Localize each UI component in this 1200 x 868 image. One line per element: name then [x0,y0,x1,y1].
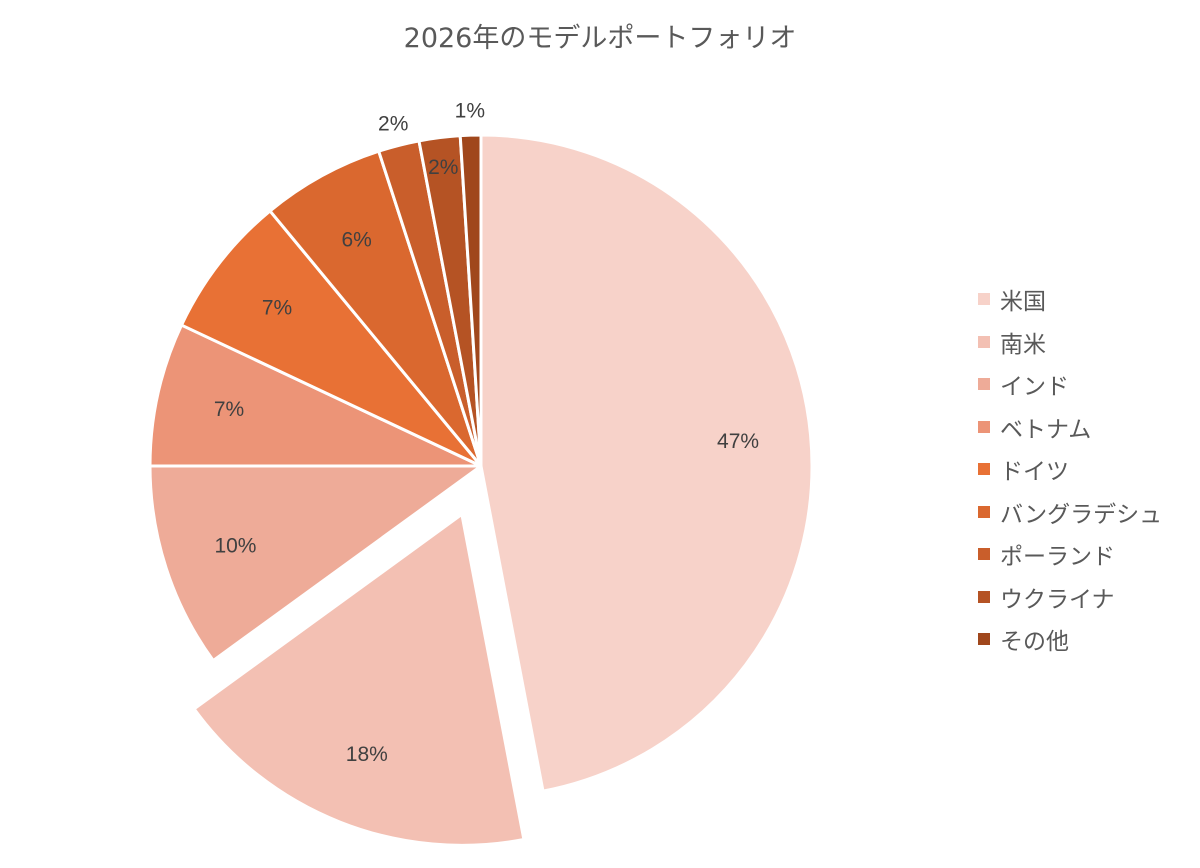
legend-swatch [978,293,990,306]
legend-label: その他 [1000,629,1069,656]
chart-title: 2026年のモデルポートフォリオ [403,23,797,54]
pie-data-labels: 47% 18% 10% 7% 7% 6% 2% 2% 1% [214,100,759,766]
legend-swatch [978,420,990,433]
pie-slice-南米 [192,512,526,847]
legend-item-米国: 米国 [978,278,1162,321]
pie-slice-バングラデシュ [268,149,483,468]
legend-item-南米: 南米 [978,321,1162,364]
legend-label: インド [1000,374,1069,401]
legend-label: ウクライナ [1000,586,1115,613]
legend-item-インド: インド [978,363,1162,406]
legend-swatch [978,378,990,391]
data-label-米国: 47% [717,430,759,453]
legend-item-バングラデシュ: バングラデシュ [978,491,1162,534]
pie-slice-ベトナム [148,323,483,468]
data-label-ポーランド: 2% [378,113,408,136]
legend-label: ベトナム [1000,416,1092,443]
legend-item-ベトナム: ベトナム [978,406,1162,449]
legend-item-その他: その他 [978,618,1162,661]
legend: 米国南米インドベトナムドイツバングラデシュ ポーランドウクライナその他 [978,278,1162,661]
legend-swatch [978,335,990,348]
legend-item-ドイツ: ドイツ [978,448,1162,491]
pie-slice-その他 [458,133,483,468]
data-label-ドイツ: 7% [262,296,292,319]
data-label-バングラデシュ: 6% [341,228,371,251]
legend-label: ポーランド [1000,544,1115,571]
data-label-ウクライナ: 2% [428,156,458,179]
legend-swatch [978,505,990,518]
legend-label: バングラデシュ [1000,501,1163,528]
pie-slices [148,133,814,847]
legend-swatch [978,548,990,561]
data-label-その他: 1% [455,100,485,123]
legend-swatch [978,463,990,476]
data-label-南米: 18% [346,743,388,766]
pie-slice-インド [148,464,483,663]
pie-slice-ドイツ [180,209,483,468]
legend-swatch [978,633,990,646]
data-label-インド: 10% [214,534,256,557]
legend-label: 米国 [1000,289,1046,316]
legend-label: ドイツ [1000,459,1069,486]
legend-item-ウクライナ: ウクライナ [978,576,1162,619]
legend-label: 南米 [1000,331,1046,358]
legend-swatch [978,590,990,603]
data-label-ベトナム: 7% [214,398,244,421]
legend-item-ポーランド: ポーランド [978,533,1162,576]
pie-slice-米国 [479,133,814,793]
